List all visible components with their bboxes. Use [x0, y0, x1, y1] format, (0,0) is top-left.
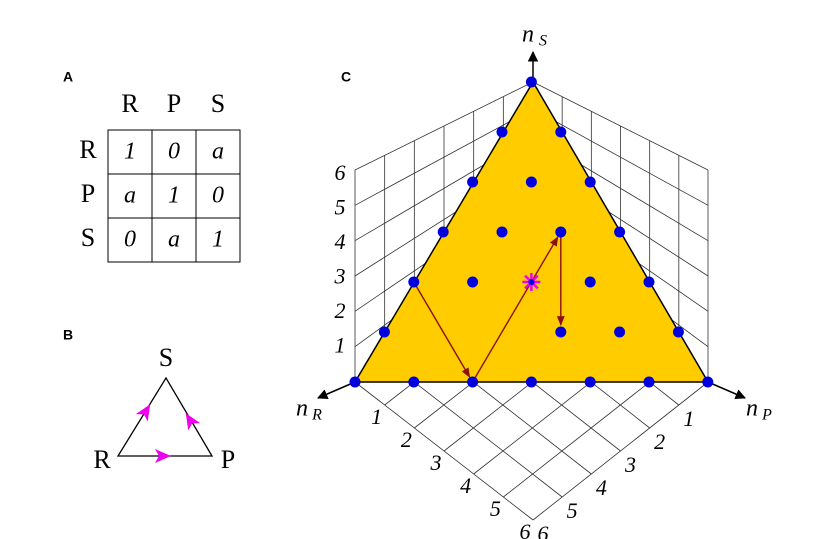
- panel-label: B: [63, 327, 73, 343]
- grid-line: [532, 381, 709, 521]
- column-header: P: [167, 89, 181, 118]
- tick-label: 4: [335, 229, 346, 254]
- state: [378, 326, 390, 338]
- panel-label: C: [341, 69, 351, 85]
- axis: [317, 381, 356, 400]
- row-header: P: [81, 179, 95, 208]
- tick-label: 2: [401, 427, 412, 452]
- node: S: [159, 343, 173, 372]
- cell: 0: [168, 139, 180, 165]
- tick-label: 3: [624, 452, 636, 477]
- row-header: R: [79, 135, 97, 164]
- tick-label: 4: [596, 475, 607, 500]
- state: [555, 126, 567, 138]
- column-header: S: [211, 89, 225, 118]
- state: [614, 326, 626, 338]
- cell: 0: [124, 227, 136, 253]
- tick-label: 5: [335, 195, 346, 220]
- grid-line: [354, 381, 534, 521]
- state: [525, 76, 537, 88]
- tick-label: 6: [520, 519, 531, 539]
- state: [584, 276, 596, 288]
- node: R: [93, 445, 111, 474]
- transition-arrow: [471, 236, 559, 383]
- tick-label: 5: [567, 498, 578, 523]
- state: [496, 226, 508, 238]
- state: [467, 376, 479, 388]
- line: [532, 81, 709, 171]
- cell: 1: [124, 139, 136, 165]
- tick-label: 3: [334, 264, 346, 289]
- cell: a: [212, 139, 224, 165]
- state: [702, 376, 714, 388]
- fixed-point-center: [528, 279, 535, 285]
- state: [467, 276, 479, 288]
- tick-label: 4: [460, 473, 471, 498]
- matrix-box: [107, 129, 241, 263]
- simplex: [353, 80, 710, 383]
- state: [672, 326, 684, 338]
- state: [555, 226, 567, 238]
- tick-label: 2: [335, 298, 346, 323]
- tick-label: 2: [654, 429, 665, 454]
- state: [614, 226, 626, 238]
- tick-label: 3: [430, 450, 442, 475]
- state: [555, 326, 567, 338]
- state: [584, 176, 596, 188]
- state: [525, 176, 537, 188]
- line: [354, 108, 534, 206]
- panel-label: A: [63, 69, 73, 85]
- node: P: [221, 445, 235, 474]
- axis-symbol: n: [296, 396, 308, 422]
- cell: 0: [212, 183, 224, 209]
- line: [532, 108, 709, 206]
- cycle-triangle: [116, 376, 214, 457]
- state: [408, 276, 420, 288]
- state: [643, 376, 655, 388]
- cell: 1: [168, 183, 180, 209]
- tick-label: 5: [490, 496, 501, 521]
- tick-label: 1: [335, 333, 346, 358]
- tick-label: 1: [683, 406, 694, 431]
- tick-label: 6: [335, 160, 346, 185]
- state: [584, 376, 596, 388]
- tick-label: 6: [538, 521, 549, 539]
- axis: [707, 381, 746, 400]
- state: [467, 176, 479, 188]
- axis-symbol: n: [746, 396, 758, 422]
- cell: a: [124, 183, 136, 209]
- cell: 1: [212, 227, 224, 253]
- state: [496, 126, 508, 138]
- axis-symbol: n: [522, 22, 534, 48]
- state: [643, 276, 655, 288]
- state: [349, 376, 361, 388]
- transition-arrow: [413, 281, 471, 378]
- axis-subscript: R: [311, 407, 322, 424]
- line: [354, 81, 534, 171]
- row-header: S: [81, 223, 95, 252]
- axis-subscript: P: [761, 407, 772, 424]
- cycle-arrow: [155, 449, 171, 463]
- fixed-point: [522, 273, 541, 291]
- cycle-arrow: [135, 404, 151, 422]
- cell: a: [168, 227, 180, 253]
- tick-label: 1: [371, 404, 382, 429]
- axis-subscript: S: [539, 33, 547, 50]
- state: [525, 376, 537, 388]
- state: [437, 226, 449, 238]
- cycle-arrow: [185, 413, 201, 431]
- column-header: R: [121, 89, 139, 118]
- state: [408, 376, 420, 388]
